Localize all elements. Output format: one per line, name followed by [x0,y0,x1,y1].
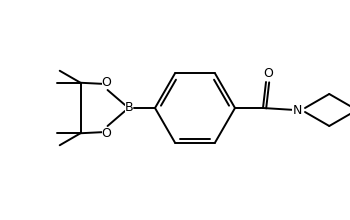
Text: B: B [125,101,133,114]
Text: O: O [263,66,273,79]
Text: O: O [102,128,112,141]
Text: O: O [102,75,112,88]
Text: N: N [292,103,302,117]
